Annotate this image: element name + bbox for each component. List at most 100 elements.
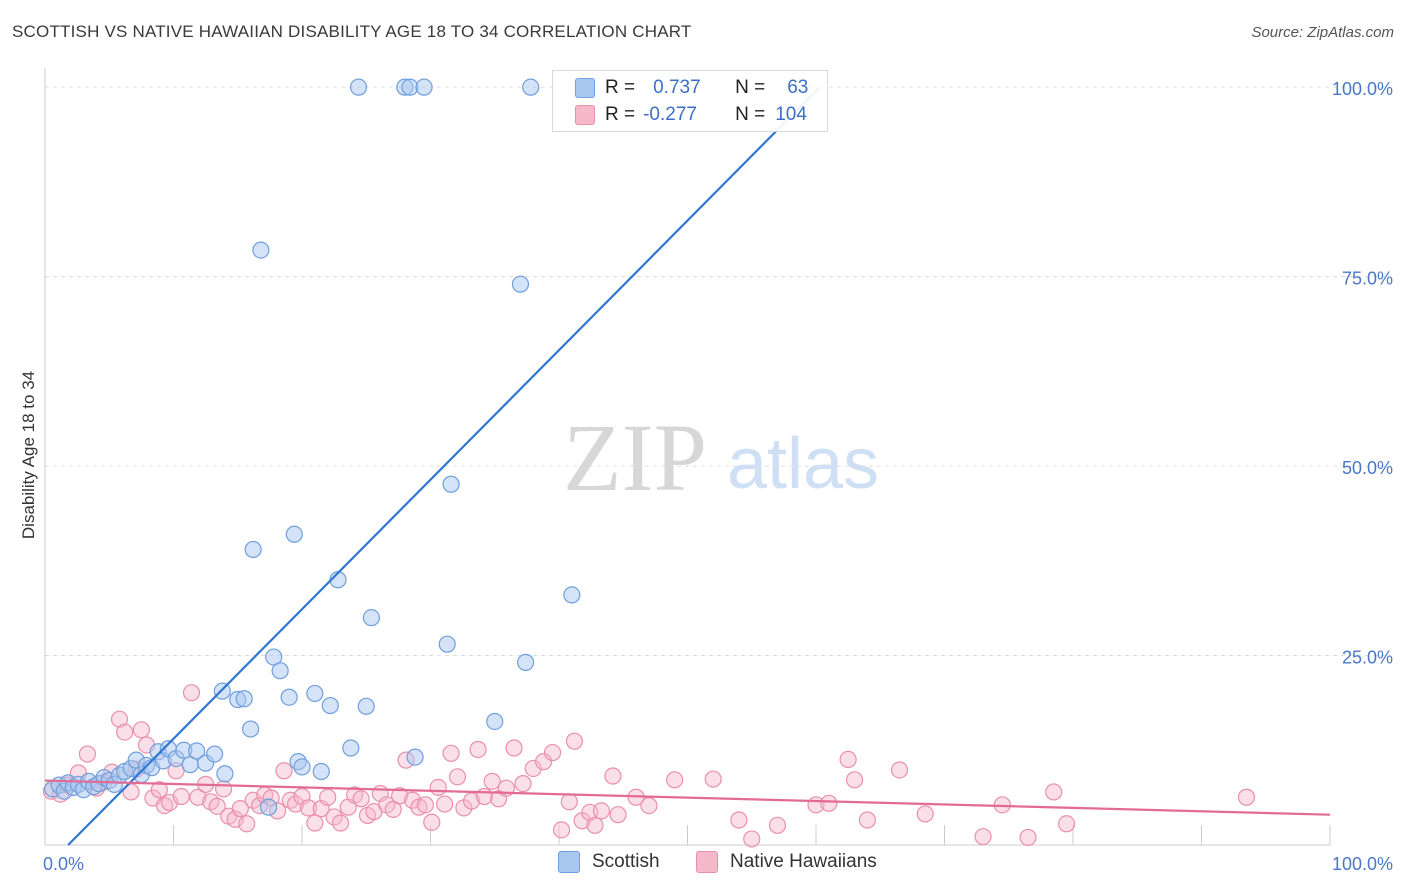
x-tick-label: 0.0% (43, 854, 84, 874)
scottish-point (349, 78, 368, 96)
native-hawaiians-point (534, 753, 553, 771)
scottish-point (522, 78, 540, 96)
series-legend-scottish[interactable]: Scottish (558, 851, 660, 873)
native-hawaiians-point (391, 787, 409, 805)
native-hawaiians-point (208, 797, 226, 815)
scottish-point (280, 688, 298, 706)
scottish-point (563, 586, 581, 604)
watermark-atlas: atlas (727, 424, 879, 504)
native-hawaiians-point (275, 762, 293, 780)
native-hawaiians-point (150, 781, 168, 799)
series-legend-native-hawaiians[interactable]: Native Hawaiians (696, 851, 877, 873)
scottish-point (321, 696, 339, 715)
native-hawaiians-point (524, 759, 542, 778)
native-hawaiians-point (155, 796, 174, 815)
native-hawaiians-point (182, 684, 201, 702)
native-hawaiians-point (609, 806, 627, 824)
native-hawaiians-point (306, 814, 324, 832)
source-label: Source: ZipAtlas.com (1251, 24, 1394, 41)
scottish-point (252, 241, 270, 259)
scottish-point (312, 762, 330, 781)
correlation-legend: R = 0.737 N = 63 R = -0.277 N = 104 (552, 70, 828, 132)
native-hawaiians-point (974, 828, 992, 846)
y-tick-label: 75.0% (1342, 269, 1393, 289)
native-hawaiians-point (189, 788, 207, 806)
y-tick-label: 50.0% (1342, 458, 1393, 478)
native-hawaiians-point (215, 780, 233, 798)
series-legend: Scottish Native Hawaiians (0, 851, 1406, 877)
legend-n-label: N = (735, 77, 766, 98)
scottish-label: Scottish (592, 851, 660, 872)
native-hawaiians-point (560, 793, 578, 811)
scottish-point (206, 745, 224, 763)
scottish-point (213, 682, 231, 700)
native-hawaiians-point (604, 767, 622, 785)
native-hawaiians-point (469, 740, 487, 759)
legend-r-label: R = (605, 77, 636, 98)
native-hawaiians-point (475, 787, 494, 806)
y-tick-label: 25.0% (1342, 648, 1393, 668)
scottish-point (442, 475, 460, 493)
native-hawaiians-point (916, 805, 934, 823)
native-hawaiians-point (730, 811, 748, 829)
native-hawaiians-point (514, 775, 532, 793)
native-hawaiians-point (116, 723, 134, 741)
scottish-point (516, 653, 535, 671)
native-hawaiians-point (410, 798, 428, 816)
legend-r-value: -0.277 (643, 104, 697, 125)
native-hawaiians-point (820, 794, 838, 812)
x-tick-label: 100.0% (1332, 854, 1393, 874)
scottish-point (271, 662, 289, 680)
native-hawaiians-point (423, 813, 441, 831)
native-hawaiians-point (352, 790, 370, 808)
native-hawaiians-point (238, 815, 256, 833)
scottish-point (486, 712, 504, 731)
native-hawaiians-point (543, 743, 562, 762)
native-hawaiians-point (1019, 828, 1037, 847)
native-hawaiians-point (416, 796, 434, 814)
native-hawaiians-point (890, 761, 909, 779)
scottish-point (415, 78, 433, 96)
scottish-point (242, 720, 260, 738)
native-hawaiians-point (331, 814, 350, 832)
legend-n-label: N = (735, 104, 766, 125)
native-hawaiians-point (666, 771, 684, 789)
scottish-point (235, 690, 253, 708)
native-hawaiians-point (704, 770, 722, 788)
native-hawaiians-point (448, 768, 467, 786)
legend-n-value: 63 (787, 77, 809, 98)
scottish-point (293, 758, 311, 776)
grid-layer (45, 86, 1390, 657)
scottish-point (511, 275, 530, 293)
trend-lines (44, 86, 1331, 846)
native-hawaiians-point (172, 787, 190, 806)
legend-swatch-scottish (575, 78, 595, 98)
native-hawaiians-point (845, 771, 864, 789)
scottish-trend-line (67, 86, 821, 846)
native-hawaiians-point (319, 788, 337, 806)
native-hawaiians-points (42, 684, 1256, 848)
native-hawaiians-point (463, 792, 481, 810)
native-hawaiians-point (768, 816, 787, 834)
native-hawaiians-point (565, 732, 584, 750)
scottish-point (357, 697, 375, 715)
scottish-point (216, 765, 234, 783)
scottish-point (362, 609, 380, 627)
watermark-zip: ZIP (563, 404, 707, 511)
scottish-point (406, 748, 424, 766)
native-hawaiians-point (505, 739, 523, 757)
native-hawaiians-point (442, 744, 460, 762)
axis-layer: 25.0% 50.0% 75.0% 100.0% 0.0% 100.0% (43, 68, 1393, 874)
legend-swatch-native-hawaiians (575, 105, 595, 125)
native-hawaiians-point (403, 791, 422, 809)
native-hawaiians-point (592, 802, 611, 820)
native-hawaiians-point (640, 796, 658, 815)
native-hawaiians-point (231, 800, 249, 818)
native-hawaiians-point (858, 811, 877, 829)
native-hawaiians-point (1057, 815, 1076, 833)
native-hawaiians-point (1237, 788, 1256, 806)
scottish-point (259, 798, 278, 816)
scottish-point (244, 540, 262, 559)
native-hawaiians-point (429, 778, 447, 797)
